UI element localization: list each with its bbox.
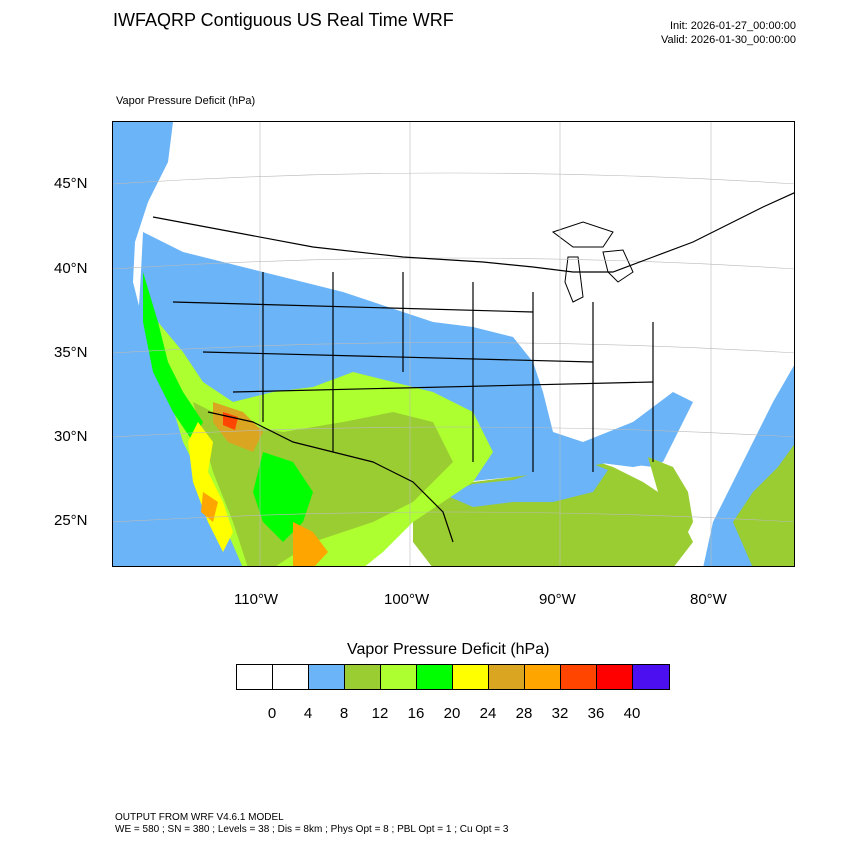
vpd-region-20-mexico [253, 452, 313, 542]
lake-superior [551, 221, 614, 248]
map-panel [112, 121, 795, 567]
colorbar-box [273, 665, 309, 689]
vpd-region-32-a [293, 522, 328, 566]
init-time: Init: 2026-01-27_00:00:00 [670, 20, 796, 32]
gulf-coastal-waters [443, 460, 608, 507]
colorbar-box [633, 665, 669, 689]
vpd-region-24 [188, 422, 233, 552]
graticule [113, 122, 794, 566]
colorbar-title: Vapor Pressure Deficit (hPa) [347, 641, 550, 658]
atlantic-vpd-12 [733, 444, 794, 566]
vpd-map [113, 122, 794, 566]
colorbar-tick-label: 20 [443, 705, 461, 722]
colorbar-box [453, 665, 489, 689]
colorbar-tick-label: 24 [479, 705, 497, 722]
vpd-region-32-b [201, 492, 218, 522]
footer-config: WE = 580 ; SN = 380 ; Levels = 38 ; Dis … [115, 824, 509, 835]
florida-vpd-12 [648, 457, 693, 542]
lon-label-80w: 80°W [690, 591, 727, 608]
pacific-ocean [113, 122, 248, 566]
colorbar [236, 664, 670, 690]
colorbar-tick-label: 32 [551, 705, 569, 722]
borders [152, 192, 794, 543]
colorbar-tick-label: 8 [339, 705, 349, 722]
colorbar-box [597, 665, 633, 689]
lake-michigan [564, 256, 584, 303]
lat-label-25: 25°N [54, 512, 88, 529]
colorbar-box [489, 665, 525, 689]
colorbar-tick-label: 16 [407, 705, 425, 722]
footer-model: OUTPUT FROM WRF V4.6.1 MODEL [115, 812, 284, 823]
map-title: IWFAQRP Contiguous US Real Time WRF [113, 10, 454, 30]
colorbar-tick-label: 0 [267, 705, 277, 722]
lon-label-100w: 100°W [384, 591, 430, 608]
lat-label-40: 40°N [54, 260, 88, 277]
colorbar-tick-label: 40 [623, 705, 641, 722]
vpd-region-12 [193, 402, 453, 566]
vpd-region-20-west [143, 272, 203, 442]
colorbar-tick-label: 4 [303, 705, 313, 722]
colorbar-tick-label: 28 [515, 705, 533, 722]
lat-label-30: 30°N [54, 428, 88, 445]
lon-label-110w: 110°W [234, 591, 279, 608]
colorbar-tick-label: 12 [371, 705, 389, 722]
colorbar-box [561, 665, 597, 689]
lake-huron [602, 249, 634, 283]
colorbar-box [237, 665, 273, 689]
valid-time: Valid: 2026-01-30_00:00:00 [661, 34, 796, 46]
colorbar-box [381, 665, 417, 689]
lat-label-35: 35°N [54, 344, 88, 361]
lat-label-45: 45°N [54, 175, 88, 192]
colorbar-box [309, 665, 345, 689]
colorbar-tick-label: 36 [587, 705, 605, 722]
colorbar-box [525, 665, 561, 689]
colorbar-box [417, 665, 453, 689]
field-label: Vapor Pressure Deficit (hPa) [116, 95, 256, 107]
lon-label-90w: 90°W [539, 591, 576, 608]
colorbar-box [345, 665, 381, 689]
